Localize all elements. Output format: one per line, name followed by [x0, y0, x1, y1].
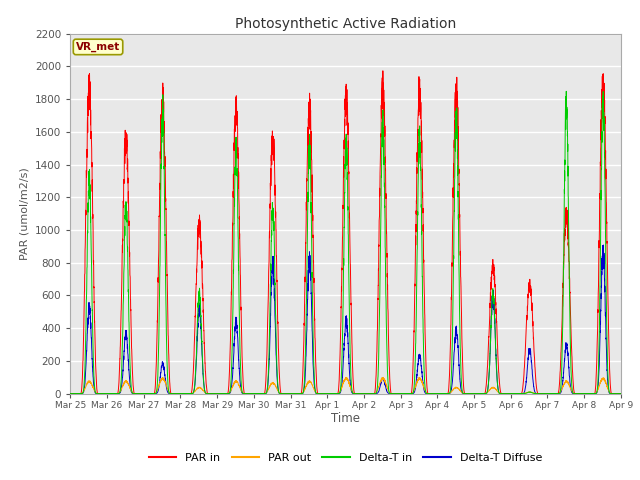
- Title: Photosynthetic Active Radiation: Photosynthetic Active Radiation: [235, 17, 456, 31]
- Legend: PAR in, PAR out, Delta-T in, Delta-T Diffuse: PAR in, PAR out, Delta-T in, Delta-T Dif…: [144, 448, 547, 467]
- X-axis label: Time: Time: [331, 412, 360, 425]
- Text: VR_met: VR_met: [76, 42, 120, 52]
- Y-axis label: PAR (umol/m2/s): PAR (umol/m2/s): [20, 167, 29, 260]
